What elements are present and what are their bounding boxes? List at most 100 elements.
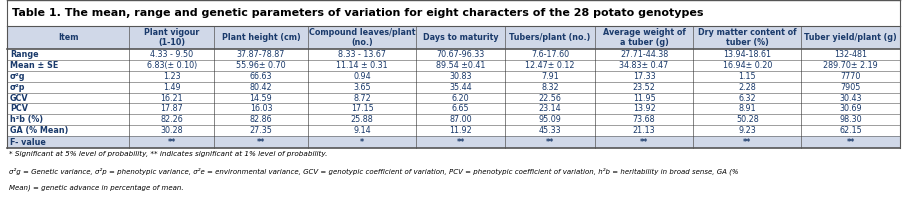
- Text: 11.92: 11.92: [449, 126, 472, 135]
- Text: 66.63: 66.63: [250, 72, 272, 81]
- Text: 7905: 7905: [841, 83, 861, 92]
- Text: Mean ± SE: Mean ± SE: [10, 61, 58, 70]
- Text: Average weight of
a tuber (g): Average weight of a tuber (g): [603, 28, 686, 47]
- Text: 17.33: 17.33: [632, 72, 656, 81]
- Text: 50.28: 50.28: [736, 115, 759, 124]
- Text: 14.59: 14.59: [250, 94, 272, 102]
- Text: **: **: [847, 138, 855, 147]
- Text: Table 1. The mean, range and genetic parameters of variation for eight character: Table 1. The mean, range and genetic par…: [12, 8, 704, 18]
- Text: 289.70± 2.19: 289.70± 2.19: [824, 61, 879, 70]
- Text: 25.88: 25.88: [351, 115, 373, 124]
- Bar: [7, 103, 900, 114]
- Text: 4.33 - 9.50: 4.33 - 9.50: [150, 50, 193, 59]
- Text: Mean) = genetic advance in percentage of mean.: Mean) = genetic advance in percentage of…: [9, 185, 184, 191]
- Text: 16.94± 0.20: 16.94± 0.20: [723, 61, 772, 70]
- Text: **: **: [168, 138, 176, 147]
- Text: 6.83(± 0.10): 6.83(± 0.10): [147, 61, 197, 70]
- Text: Plant height (cm): Plant height (cm): [222, 33, 300, 42]
- Text: 95.09: 95.09: [538, 115, 561, 124]
- Text: 1.15: 1.15: [739, 72, 756, 81]
- Text: 21.13: 21.13: [632, 126, 656, 135]
- Text: 8.33 - 13.67: 8.33 - 13.67: [338, 50, 386, 59]
- Text: 7.6-17.60: 7.6-17.60: [531, 50, 569, 59]
- Bar: [7, 125, 900, 136]
- Text: 8.32: 8.32: [541, 83, 559, 92]
- Text: σ²g: σ²g: [10, 72, 25, 81]
- Text: σ²p: σ²p: [10, 83, 25, 92]
- Text: PCV: PCV: [10, 104, 28, 113]
- Text: Tuber yield/plant (g): Tuber yield/plant (g): [805, 33, 897, 42]
- Text: 7.91: 7.91: [541, 72, 559, 81]
- Text: 3.65: 3.65: [354, 83, 371, 92]
- Text: **: **: [640, 138, 649, 147]
- Bar: [7, 114, 900, 125]
- Text: 35.44: 35.44: [449, 83, 472, 92]
- Text: 82.86: 82.86: [250, 115, 272, 124]
- Bar: [7, 49, 900, 60]
- Text: 9.14: 9.14: [354, 126, 371, 135]
- Text: Range: Range: [10, 50, 39, 59]
- Bar: [7, 71, 900, 82]
- Text: Tubers/plant (no.): Tubers/plant (no.): [510, 33, 591, 42]
- Text: 23.52: 23.52: [632, 83, 656, 92]
- Text: 17.87: 17.87: [161, 104, 183, 113]
- Text: 23.14: 23.14: [538, 104, 561, 113]
- Bar: [7, 82, 900, 93]
- Text: h²b (%): h²b (%): [10, 115, 43, 124]
- Text: 9.23: 9.23: [739, 126, 756, 135]
- Text: 70.67-96.33: 70.67-96.33: [437, 50, 485, 59]
- Text: **: **: [743, 138, 751, 147]
- Text: 0.94: 0.94: [354, 72, 371, 81]
- Text: 11.95: 11.95: [632, 94, 656, 102]
- Text: 55.96± 0.70: 55.96± 0.70: [236, 61, 286, 70]
- Text: GCV: GCV: [10, 94, 29, 102]
- Bar: [7, 93, 900, 103]
- Text: 82.26: 82.26: [161, 115, 183, 124]
- Text: 132-481: 132-481: [834, 50, 868, 59]
- Text: 80.42: 80.42: [250, 83, 272, 92]
- Text: 13.94-18.61: 13.94-18.61: [723, 50, 771, 59]
- Text: 13.92: 13.92: [632, 104, 656, 113]
- Bar: [7, 26, 900, 49]
- Text: Compound leaves/plant
(no.): Compound leaves/plant (no.): [308, 28, 415, 47]
- Text: 8.91: 8.91: [739, 104, 756, 113]
- Text: 34.83± 0.47: 34.83± 0.47: [620, 61, 668, 70]
- Text: 6.65: 6.65: [452, 104, 470, 113]
- Text: 30.83: 30.83: [449, 72, 472, 81]
- Text: 6.32: 6.32: [739, 94, 756, 102]
- Text: 8.72: 8.72: [354, 94, 371, 102]
- Text: GA (% Mean): GA (% Mean): [10, 126, 69, 135]
- Text: 62.15: 62.15: [840, 126, 862, 135]
- Bar: [7, 136, 900, 148]
- Text: *: *: [360, 138, 364, 147]
- Text: **: **: [456, 138, 465, 147]
- Text: 16.21: 16.21: [161, 94, 183, 102]
- Text: 30.28: 30.28: [161, 126, 183, 135]
- Text: 30.69: 30.69: [840, 104, 862, 113]
- Text: 16.03: 16.03: [250, 104, 272, 113]
- Text: Item: Item: [58, 33, 78, 42]
- Text: 87.00: 87.00: [449, 115, 472, 124]
- Text: Plant vigour
(1-10): Plant vigour (1-10): [144, 28, 199, 47]
- Bar: [7, 60, 900, 71]
- Text: 7770: 7770: [841, 72, 861, 81]
- Text: Dry matter content of
tuber (%): Dry matter content of tuber (%): [698, 28, 796, 47]
- Text: 1.49: 1.49: [163, 83, 180, 92]
- Text: **: **: [257, 138, 265, 147]
- Text: σ²g = Genetic variance, σ²p = phenotypic variance, σ²e = environmental variance,: σ²g = Genetic variance, σ²p = phenotypic…: [9, 168, 739, 175]
- Text: 89.54 ±0.41: 89.54 ±0.41: [436, 61, 485, 70]
- Text: 6.20: 6.20: [452, 94, 470, 102]
- Text: 45.33: 45.33: [538, 126, 561, 135]
- Text: 37.87-78.87: 37.87-78.87: [237, 50, 285, 59]
- Text: 98.30: 98.30: [840, 115, 862, 124]
- Bar: [7, 0, 900, 26]
- Text: **: **: [546, 138, 554, 147]
- Text: 1.23: 1.23: [163, 72, 180, 81]
- Text: 27.35: 27.35: [250, 126, 272, 135]
- Text: 27.71-44.38: 27.71-44.38: [620, 50, 668, 59]
- Text: * Significant at 5% level of probability, ** indicates significant at 1% level o: * Significant at 5% level of probability…: [9, 151, 327, 157]
- Text: 73.68: 73.68: [632, 115, 656, 124]
- Text: 11.14 ± 0.31: 11.14 ± 0.31: [336, 61, 388, 70]
- Text: 30.43: 30.43: [840, 94, 862, 102]
- Text: 2.28: 2.28: [739, 83, 756, 92]
